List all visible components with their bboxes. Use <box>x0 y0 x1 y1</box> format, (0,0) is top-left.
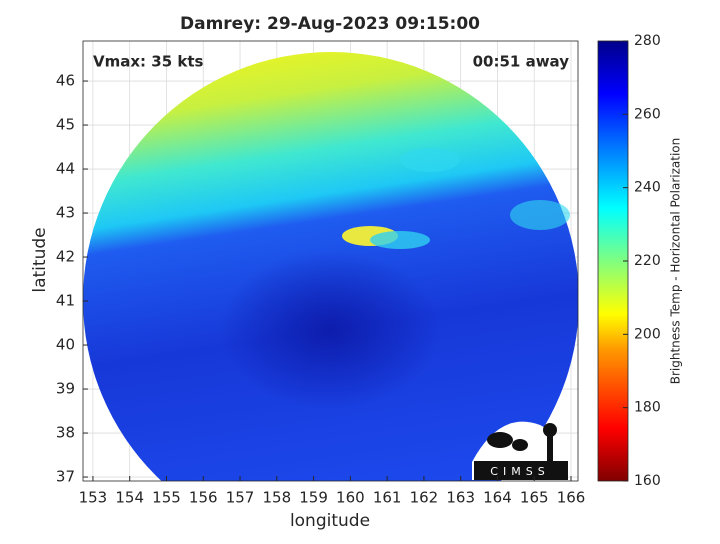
convection <box>400 148 460 172</box>
x-tick-label: 166 <box>557 489 586 507</box>
x-tick-label: 153 <box>79 489 108 507</box>
colorbar-tick-label: 240 <box>634 180 661 196</box>
colorbar-tick-label: 280 <box>634 33 661 49</box>
x-axis-label: longitude <box>290 511 370 531</box>
logo-tower <box>547 435 553 461</box>
x-tick-label: 161 <box>373 489 402 507</box>
x-tick-label: 159 <box>299 489 328 507</box>
x-tick-label: 164 <box>483 489 512 507</box>
annotation: Vmax: 35 kts <box>93 53 203 71</box>
logo-text: CIMSS <box>490 465 549 478</box>
y-tick-label: 43 <box>56 204 75 222</box>
y-tick-label: 45 <box>56 116 75 134</box>
colorbar-label: Brightness Temp - Horizontal Polarizatio… <box>669 138 683 385</box>
x-tick-label: 162 <box>410 489 439 507</box>
colorbar-tick-label: 160 <box>634 473 661 489</box>
annotation: 00:51 away <box>473 53 570 71</box>
x-tick-label: 163 <box>446 489 475 507</box>
chart-title: Damrey: 29-Aug-2023 09:15:00 <box>180 14 480 34</box>
y-tick-label: 44 <box>56 160 75 178</box>
colorbar-tick-label: 180 <box>634 400 661 416</box>
x-tick-label: 156 <box>189 489 218 507</box>
plot-frame <box>82 40 579 482</box>
logo: CIMSS <box>472 421 568 480</box>
x-tick-label: 154 <box>115 489 144 507</box>
y-tick-label: 37 <box>56 468 75 486</box>
y-tick-label: 38 <box>56 424 75 442</box>
x-tick-label: 160 <box>336 489 365 507</box>
y-tick-label: 41 <box>56 292 75 310</box>
y-tick-label: 40 <box>56 336 75 354</box>
satellite-image <box>83 52 578 481</box>
colorbar-tick-label: 260 <box>634 106 661 122</box>
y-tick-label: 39 <box>56 380 75 398</box>
y-tick-label: 42 <box>56 248 75 266</box>
colorbar-tick-label: 200 <box>634 326 661 342</box>
x-tick-label: 157 <box>226 489 255 507</box>
logo-dish <box>487 432 513 448</box>
logo-dish <box>512 439 528 451</box>
logo-band <box>474 461 568 480</box>
storm-center <box>220 250 440 410</box>
y-axis-label: latitude <box>30 227 50 292</box>
colorbar-tick-label: 220 <box>634 253 661 269</box>
x-tick-label: 158 <box>262 489 291 507</box>
x-tick-label: 155 <box>152 489 181 507</box>
convection <box>370 231 430 249</box>
logo-tower <box>543 423 557 437</box>
y-tick-label: 46 <box>56 72 75 90</box>
x-tick-label: 165 <box>520 489 549 507</box>
convection <box>510 200 570 230</box>
